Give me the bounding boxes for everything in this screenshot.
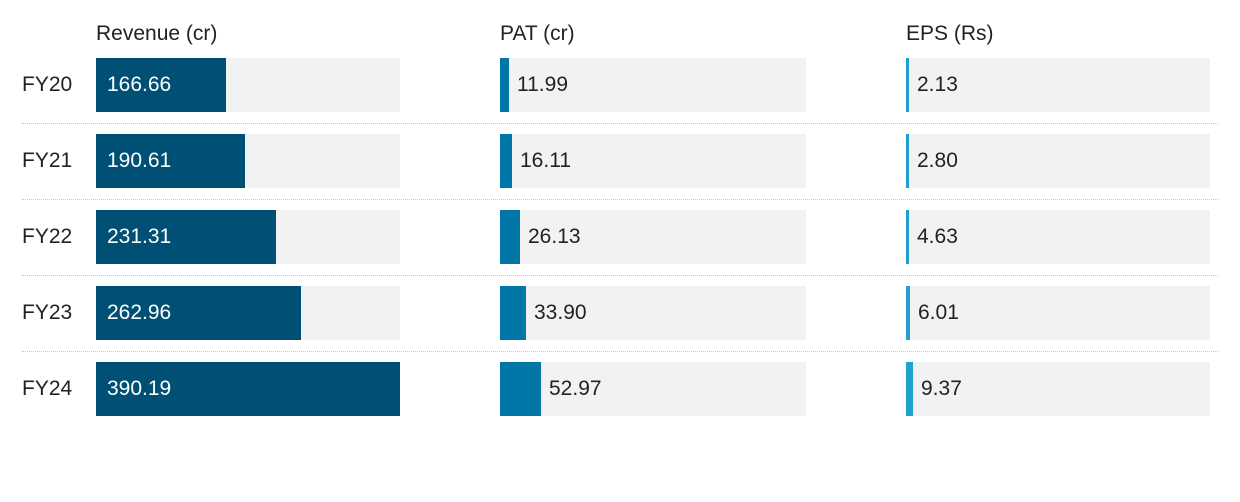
row-label-fy22: FY22	[22, 225, 73, 248]
data-label: 9.37	[921, 377, 962, 400]
row-separator	[22, 275, 1218, 276]
data-label: 26.13	[528, 225, 581, 248]
bar-track: 52.97	[500, 362, 806, 416]
bar-track: 6.01	[906, 286, 1210, 340]
row-separator	[22, 123, 1218, 124]
bar-track: 262.96	[96, 286, 400, 340]
bar-track: 11.99	[500, 58, 806, 112]
data-label: 166.66	[107, 73, 172, 96]
bar	[500, 58, 509, 112]
bar-track: 33.90	[500, 286, 806, 340]
bar	[906, 210, 909, 264]
bar-track: 2.13	[906, 58, 1210, 112]
data-label: 2.80	[917, 149, 958, 172]
bar	[500, 286, 526, 340]
bar	[96, 58, 226, 112]
bar	[500, 362, 541, 416]
bar-track: 9.37	[906, 362, 1210, 416]
data-label: 2.13	[917, 73, 958, 96]
data-label: 6.01	[918, 301, 959, 324]
row-label-fy20: FY20	[22, 73, 73, 96]
data-label: 11.99	[517, 73, 568, 96]
row-separator	[22, 351, 1218, 352]
bar	[500, 134, 512, 188]
bar	[906, 134, 909, 188]
bar-track: 2.80	[906, 134, 1210, 188]
data-label: 231.31	[107, 225, 172, 248]
data-label: 262.96	[107, 301, 172, 324]
bar-track: 390.19	[96, 362, 400, 416]
bar	[906, 362, 913, 416]
bar	[96, 134, 245, 188]
row-separator	[22, 199, 1218, 200]
bar-track: 16.11	[500, 134, 806, 188]
bar-track: 4.63	[906, 210, 1210, 264]
data-label: 52.97	[549, 377, 602, 400]
bar	[96, 362, 400, 416]
row-label-fy23: FY23	[22, 301, 73, 324]
bar	[96, 210, 276, 264]
data-label: 190.61	[107, 149, 172, 172]
row-label-fy21: FY21	[22, 149, 73, 172]
bar-track: 190.61	[96, 134, 400, 188]
column-header-1: Revenue (cr)	[96, 22, 218, 45]
bar	[96, 286, 301, 340]
data-label: 33.90	[534, 301, 587, 324]
bar	[500, 210, 520, 264]
column-header-2: PAT (cr)	[500, 22, 575, 45]
bar-track: 26.13	[500, 210, 806, 264]
bar-track: 166.66	[96, 58, 400, 112]
column-header-3: EPS (Rs)	[906, 22, 994, 45]
bar	[906, 286, 910, 340]
bar	[906, 58, 909, 112]
data-label: 16.11	[520, 149, 571, 172]
bar-track: 231.31	[96, 210, 400, 264]
data-label: 390.19	[107, 377, 172, 400]
data-label: 4.63	[917, 225, 958, 248]
row-label-fy24: FY24	[22, 377, 73, 400]
